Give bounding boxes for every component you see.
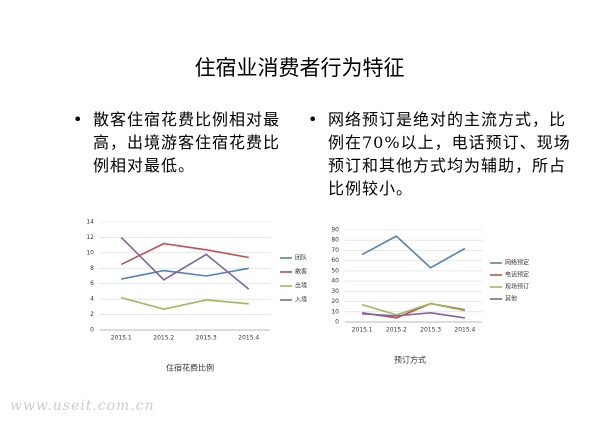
y-tick-label: 6: [90, 280, 94, 287]
y-tick-label: 14: [86, 219, 94, 226]
series-line: [362, 311, 465, 319]
legend-label: 入境: [295, 296, 307, 304]
bullet: 散客住宿花费比例相对最高，出境游客住宿花费比例相对最低。: [73, 108, 293, 177]
y-tick-label: 20: [331, 298, 339, 305]
y-tick-label: 30: [331, 288, 339, 295]
y-tick-label: 90: [331, 227, 339, 234]
y-tick-label: 8: [90, 265, 94, 272]
chart-caption: 住宿花费比例: [166, 363, 214, 373]
y-tick-label: 4: [90, 296, 94, 303]
series-line: [120, 236, 250, 290]
series-line: [361, 302, 466, 316]
y-tick-label: 70: [331, 247, 339, 254]
legend-label: 散客: [295, 268, 307, 276]
y-tick-label: 0: [90, 327, 94, 334]
legend-label: 现场预订: [505, 283, 529, 291]
legend-label: 其他: [505, 295, 517, 303]
y-tick-label: 40: [331, 278, 339, 285]
chart-caption: 预订方式: [394, 355, 426, 365]
x-tick-label: 2015.4: [238, 335, 259, 342]
y-tick-label: 0: [335, 319, 339, 326]
slide-title: 住宿业消费者行为特征: [194, 56, 405, 80]
x-tick-label: 2015.1: [111, 335, 132, 342]
y-tick-label: 10: [331, 308, 339, 315]
y-tick-label: 12: [86, 234, 94, 241]
legend-label: 出境: [295, 282, 307, 290]
series-line: [120, 242, 249, 266]
x-tick-label: 2015.1: [352, 327, 373, 334]
y-tick-label: 60: [331, 257, 339, 264]
bullet: 网络预订是绝对的主流方式，比例在70%以上，电话预订、现场预订和其他方式均为辅助…: [308, 108, 576, 200]
series-line: [121, 296, 249, 310]
x-tick-label: 2015.3: [420, 327, 441, 334]
series-line: [361, 235, 466, 269]
x-tick-label: 2015.2: [386, 327, 407, 334]
watermark: www.useit.com.cn: [10, 398, 155, 414]
x-tick-label: 2015.4: [454, 327, 475, 334]
legend-label: 团队: [295, 254, 307, 262]
legend-label: 电话预定: [505, 271, 529, 279]
y-tick-label: 80: [331, 237, 339, 244]
x-tick-label: 2015.3: [196, 335, 217, 342]
y-tick-label: 50: [331, 267, 339, 274]
y-tick-label: 10: [86, 249, 94, 256]
legend-label: 网络预定: [505, 259, 529, 267]
y-tick-label: 2: [90, 311, 94, 318]
x-tick-label: 2015.2: [153, 335, 174, 342]
